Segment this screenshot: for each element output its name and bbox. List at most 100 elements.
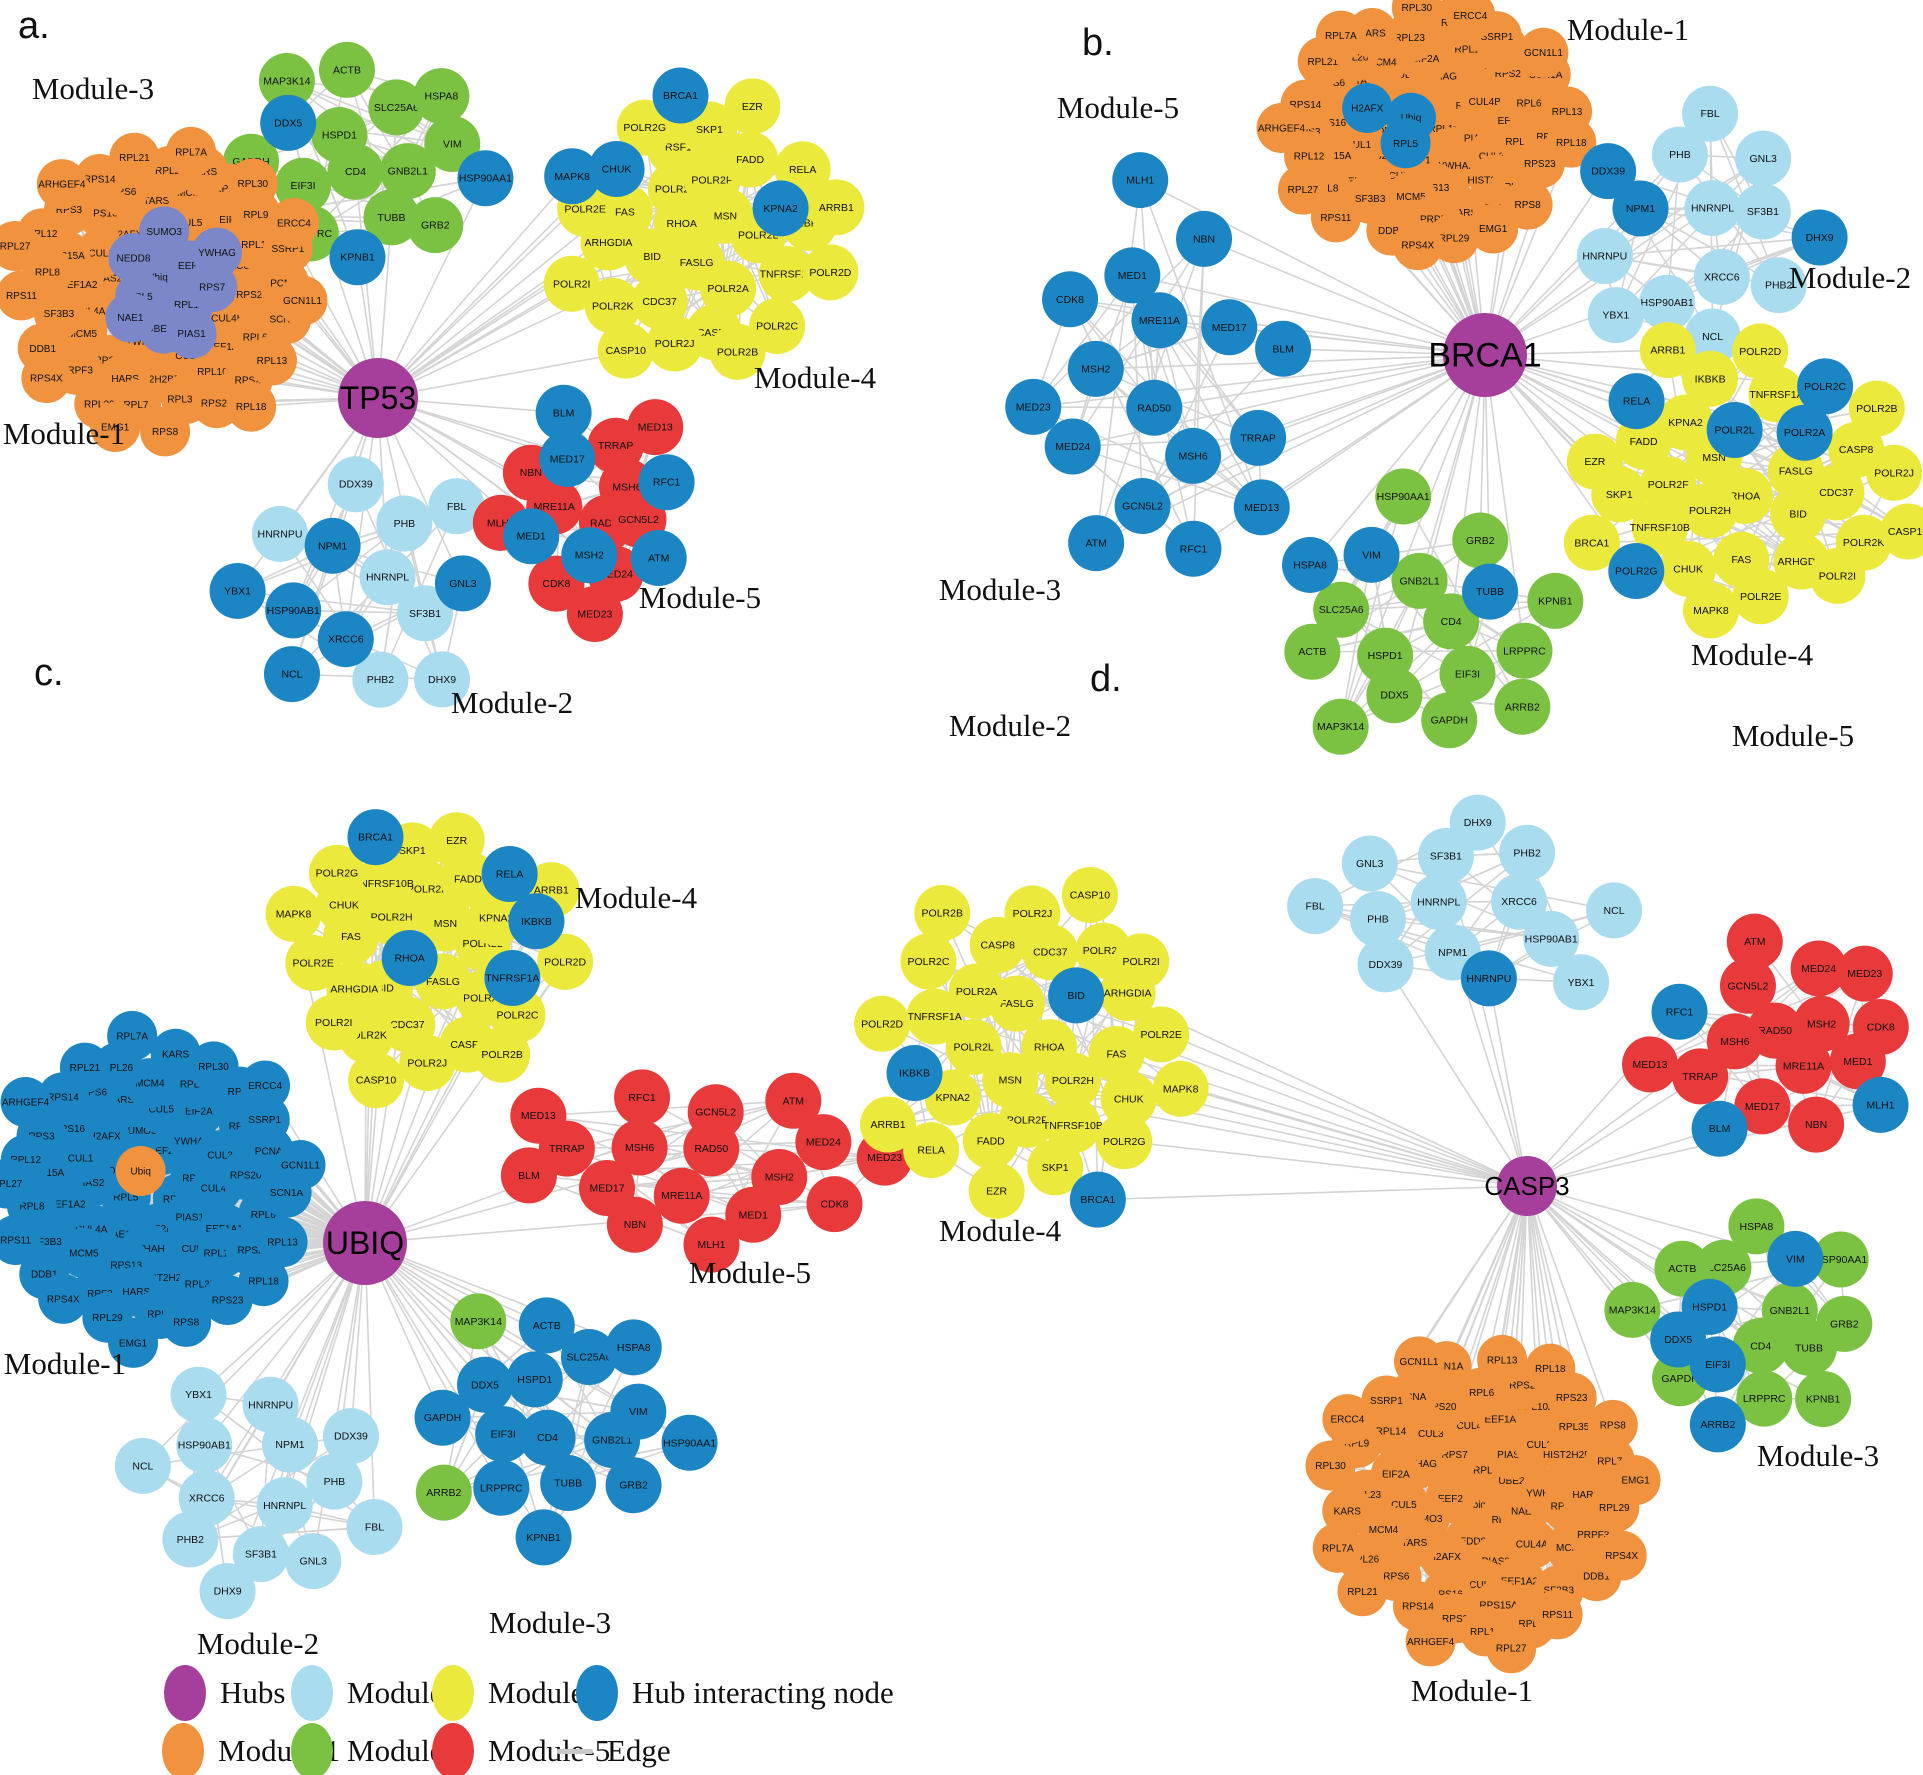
svg-text:EEF2: EEF2 bbox=[148, 1146, 173, 1157]
svg-text:SF3B1: SF3B1 bbox=[245, 1549, 277, 1561]
svg-text:SF3B3: SF3B3 bbox=[44, 309, 75, 320]
node-EMG1: EMG1 bbox=[90, 401, 141, 452]
svg-text:RPS2: RPS2 bbox=[237, 1246, 264, 1257]
svg-text:RPL9: RPL9 bbox=[243, 210, 268, 221]
svg-text:CUL2: CUL2 bbox=[182, 1244, 208, 1255]
svg-text:MED17: MED17 bbox=[1212, 322, 1247, 334]
svg-text:POLR2B: POLR2B bbox=[481, 1049, 522, 1061]
node-TUBB: TUBB bbox=[1462, 563, 1519, 620]
svg-text:POLR2K: POLR2K bbox=[1083, 945, 1124, 957]
module-label: Module-3 bbox=[1757, 1438, 1879, 1473]
node-IKBKB: IKBKB bbox=[886, 1045, 943, 1102]
node-POLR2F: POLR2F bbox=[1640, 456, 1697, 513]
svg-text:FASLG: FASLG bbox=[680, 257, 714, 269]
svg-text:KPNA2: KPNA2 bbox=[1668, 417, 1703, 429]
svg-text:RPL9: RPL9 bbox=[228, 1087, 253, 1098]
node-MLH1: MLH1 bbox=[683, 1216, 740, 1273]
svg-text:MSH6: MSH6 bbox=[1720, 1036, 1749, 1048]
svg-text:EIF2A: EIF2A bbox=[185, 1107, 213, 1118]
svg-text:RPS7: RPS7 bbox=[1442, 1450, 1469, 1461]
svg-text:POLR2G: POLR2G bbox=[1615, 566, 1658, 578]
node-DDX5: DDX5 bbox=[1650, 1311, 1707, 1368]
node-TNFRSF10B: TNFRSF10B bbox=[1043, 1097, 1103, 1154]
svg-text:EEF1A2: EEF1A2 bbox=[1501, 1576, 1539, 1587]
svg-text:ARRB1: ARRB1 bbox=[819, 202, 854, 214]
node-POLR2H: POLR2H bbox=[1044, 1052, 1101, 1109]
node-ACTB: ACTB bbox=[1284, 623, 1341, 680]
svg-text:RPL29: RPL29 bbox=[84, 399, 115, 410]
svg-text:GCN5L2: GCN5L2 bbox=[695, 1107, 736, 1119]
node-BID: BID bbox=[1048, 967, 1105, 1024]
node-ERCC4: ERCC4 bbox=[1445, 0, 1496, 41]
svg-text:POLR2H: POLR2H bbox=[371, 912, 413, 924]
svg-text:RPL21: RPL21 bbox=[1307, 57, 1338, 68]
node-RPS8: RPS8 bbox=[140, 406, 191, 457]
node-MED1: MED1 bbox=[1104, 247, 1161, 304]
svg-text:TNFRSF1A: TNFRSF1A bbox=[485, 972, 539, 984]
svg-text:CDC37: CDC37 bbox=[390, 1019, 425, 1031]
svg-text:SSRP1: SSRP1 bbox=[1481, 32, 1514, 43]
svg-text:TNFRSF1A: TNFRSF1A bbox=[907, 1011, 961, 1023]
node-GCN1L1: GCN1L1 bbox=[1394, 1336, 1445, 1387]
svg-text:GCN1L1: GCN1L1 bbox=[283, 296, 322, 307]
svg-text:TARS: TARS bbox=[143, 196, 169, 207]
node-RHOA: RHOA bbox=[381, 930, 438, 987]
svg-text:POLR2K: POLR2K bbox=[1843, 537, 1884, 549]
svg-text:DHX9: DHX9 bbox=[428, 674, 456, 686]
svg-text:KPNB1: KPNB1 bbox=[1538, 595, 1573, 607]
node-HNRNPL: HNRNPL bbox=[256, 1477, 313, 1534]
svg-text:GRB2: GRB2 bbox=[421, 220, 450, 232]
node-POLR2B: POLR2B bbox=[1848, 380, 1905, 437]
svg-text:CASP10: CASP10 bbox=[606, 345, 646, 357]
node-TUBB: TUBB bbox=[540, 1455, 597, 1512]
node-BLM: BLM bbox=[1255, 320, 1312, 377]
svg-text:MSH2: MSH2 bbox=[765, 1172, 794, 1184]
svg-text:RPL26: RPL26 bbox=[103, 1063, 134, 1074]
svg-text:FAS: FAS bbox=[1731, 554, 1751, 566]
svg-text:NPM1: NPM1 bbox=[318, 540, 347, 552]
svg-text:MCM5: MCM5 bbox=[69, 1248, 99, 1259]
svg-text:BLM: BLM bbox=[553, 407, 575, 419]
node-RELA: RELA bbox=[903, 1122, 960, 1179]
svg-text:EZR: EZR bbox=[742, 101, 763, 113]
svg-text:SSRP1: SSRP1 bbox=[1370, 1396, 1403, 1407]
svg-text:UBE2M: UBE2M bbox=[1498, 1476, 1532, 1487]
svg-text:RPL10A: RPL10A bbox=[1518, 1402, 1556, 1413]
svg-text:HSP90AB1: HSP90AB1 bbox=[1641, 297, 1694, 309]
node-DDX5: DDX5 bbox=[457, 1356, 514, 1413]
svg-text:RPL10A: RPL10A bbox=[1505, 137, 1543, 148]
module-label: Module-5 bbox=[1057, 90, 1179, 125]
node-HSP90AB1: HSP90AB1 bbox=[1639, 274, 1696, 331]
svg-text:MSN: MSN bbox=[1702, 452, 1725, 464]
node-VIM: VIM bbox=[610, 1383, 667, 1440]
node-GCN1L1: GCN1L1 bbox=[275, 1139, 326, 1190]
svg-text:NPM1: NPM1 bbox=[1626, 203, 1655, 215]
svg-text:TRRAP: TRRAP bbox=[1240, 432, 1276, 444]
svg-text:POLR2E: POLR2E bbox=[1140, 1029, 1181, 1041]
svg-text:RPS14: RPS14 bbox=[1290, 100, 1322, 111]
svg-text:RPS16: RPS16 bbox=[86, 209, 118, 220]
node-RPS11: RPS11 bbox=[0, 270, 47, 321]
svg-text:FBL: FBL bbox=[1305, 901, 1324, 913]
svg-text:TUBB: TUBB bbox=[554, 1478, 582, 1490]
svg-text:GNB2L1: GNB2L1 bbox=[592, 1434, 632, 1446]
node-ARRB2: ARRB2 bbox=[415, 1464, 472, 1521]
node-POLR2J: POLR2J bbox=[399, 1035, 456, 1092]
svg-text:TRRAP: TRRAP bbox=[598, 440, 634, 452]
svg-text:RPL7: RPL7 bbox=[147, 1309, 172, 1320]
node-TRRAP: TRRAP bbox=[1230, 409, 1287, 466]
svg-text:PRPF3: PRPF3 bbox=[80, 1289, 113, 1300]
node-RPL30: RPL30 bbox=[188, 1041, 239, 1092]
node-RPS11: RPS11 bbox=[1532, 1589, 1583, 1640]
svg-text:GNB2L1: GNB2L1 bbox=[1399, 575, 1439, 587]
svg-text:RPL27: RPL27 bbox=[0, 241, 31, 252]
svg-text:TNFRSF1A: TNFRSF1A bbox=[760, 269, 814, 281]
node-MED24: MED24 bbox=[1044, 418, 1101, 475]
svg-text:KPNA2: KPNA2 bbox=[479, 912, 514, 924]
node-KPNB1: KPNB1 bbox=[1795, 1371, 1852, 1428]
hub-UBIQ: UBIQ bbox=[323, 1201, 407, 1285]
node-POLR2A: POLR2A bbox=[1776, 404, 1833, 461]
module-label: Module-2 bbox=[197, 1626, 319, 1661]
node-ARHGEF4: ARHGEF4 bbox=[36, 159, 87, 210]
